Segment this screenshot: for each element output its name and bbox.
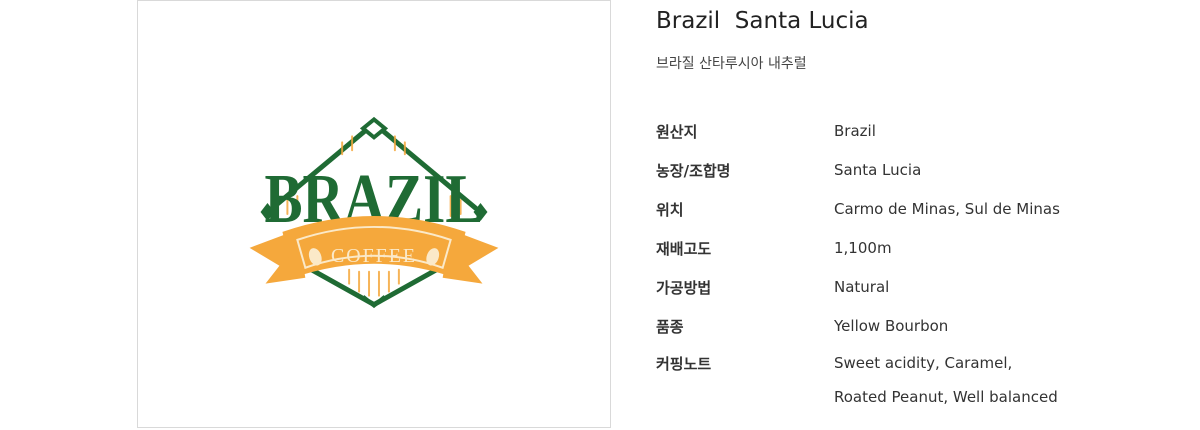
- product-image: BRAZIL COFFEE: [137, 0, 611, 428]
- spec-row-altitude: 재배고도 1,100m: [656, 238, 1176, 268]
- spec-value: Carmo de Minas, Sul de Minas: [834, 200, 1060, 218]
- spec-label: 재배고도: [656, 240, 712, 258]
- spec-value: Yellow Bourbon: [834, 317, 949, 335]
- spec-row-farm: 농장/조합명 Santa Lucia: [656, 160, 1176, 190]
- coffee-bean-right-icon: [426, 248, 440, 266]
- spec-row-origin: 원산지 Brazil: [656, 121, 1176, 151]
- spec-value: Sweet acidity, Caramel,: [834, 354, 1013, 372]
- spec-label: 커핑노트: [656, 355, 712, 373]
- spec-label: 가공방법: [656, 279, 712, 297]
- product-subtitle: 브라질 산타루시아 내추럴: [656, 56, 807, 72]
- brazil-coffee-logo: BRAZIL COFFEE: [249, 116, 499, 309]
- product-info: Brazil Santa Lucia 브라질 산타루시아 내추럴 원산지 Bra…: [656, 0, 1176, 430]
- spec-row-cupping-notes: 커핑노트 Sweet acidity, Caramel, Roated Pean…: [656, 353, 1176, 413]
- spec-label: 위치: [656, 201, 684, 219]
- spec-value: 1,100m: [834, 239, 892, 257]
- spec-row-location: 위치 Carmo de Minas, Sul de Minas: [656, 199, 1176, 229]
- spec-label: 품종: [656, 318, 684, 336]
- spec-value: Natural: [834, 278, 890, 296]
- spec-value: Brazil: [834, 122, 876, 140]
- coffee-bean-left-icon: [308, 248, 322, 266]
- logo-ribbon-text: COFFEE: [331, 245, 417, 267]
- spec-row-variety: 품종 Yellow Bourbon: [656, 316, 1176, 346]
- spec-row-process: 가공방법 Natural: [656, 277, 1176, 307]
- spec-label: 원산지: [656, 123, 698, 141]
- spec-value-line2: Roated Peanut, Well balanced: [834, 388, 1058, 406]
- product-title: Brazil Santa Lucia: [656, 8, 869, 34]
- spec-label: 농장/조합명: [656, 162, 731, 180]
- spec-value: Santa Lucia: [834, 161, 922, 179]
